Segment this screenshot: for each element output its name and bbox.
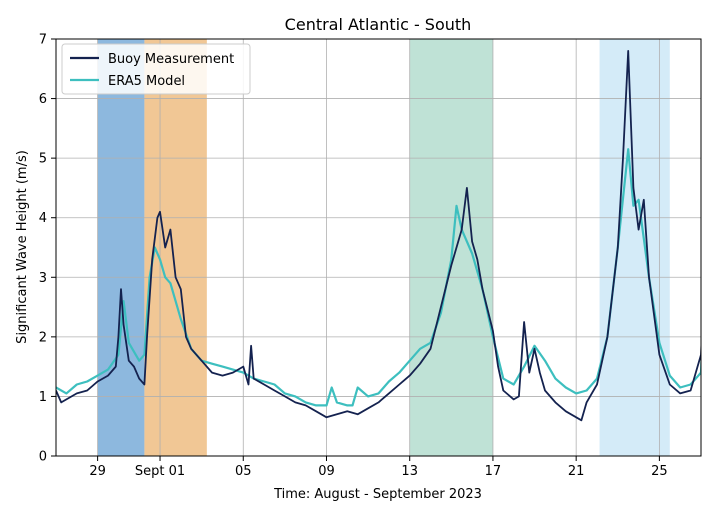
legend: Buoy Measurement ERA5 Model <box>61 43 251 95</box>
x-tick-label: 13 <box>401 464 418 479</box>
y-tick-label: 3 <box>39 271 47 286</box>
y-tick-label: 4 <box>39 211 47 226</box>
chart-title: Central Atlantic - South <box>285 15 472 34</box>
y-tick-label: 6 <box>39 92 47 107</box>
shaded-periods <box>97 39 670 456</box>
shaded-period-2 <box>409 39 493 456</box>
x-tick-label: 09 <box>318 464 335 479</box>
y-tick-label: 1 <box>39 390 47 405</box>
x-tick-label: 05 <box>235 464 252 479</box>
plot-frame <box>55 38 702 457</box>
y-tick-label: 0 <box>39 450 47 465</box>
data-series <box>56 50 701 422</box>
legend-box <box>61 43 251 95</box>
x-tick-label: 25 <box>651 464 668 479</box>
shaded-period-0 <box>97 39 145 456</box>
legend-label-era5: ERA5 Model <box>108 74 185 89</box>
series-line-buoy <box>56 50 701 422</box>
y-tick-label: 2 <box>39 330 47 345</box>
y-axis-label: Significant Wave Height (m/s) <box>15 150 30 344</box>
shaded-period-3 <box>599 39 670 456</box>
x-tick-label: 21 <box>568 464 585 479</box>
axis-ticks: 0 1 2 3 4 5 6 7 29 Sept 01 05 09 13 17 21 25 <box>39 33 668 480</box>
y-tick-label: 7 <box>39 33 47 48</box>
x-axis-label: Time: August - September 2023 <box>273 487 482 502</box>
x-tick-label: 17 <box>485 464 502 479</box>
legend-label-buoy: Buoy Measurement <box>108 52 234 67</box>
x-tick-label: 29 <box>89 464 106 479</box>
y-tick-label: 5 <box>39 152 47 167</box>
x-tick-label: Sept 01 <box>135 464 185 479</box>
